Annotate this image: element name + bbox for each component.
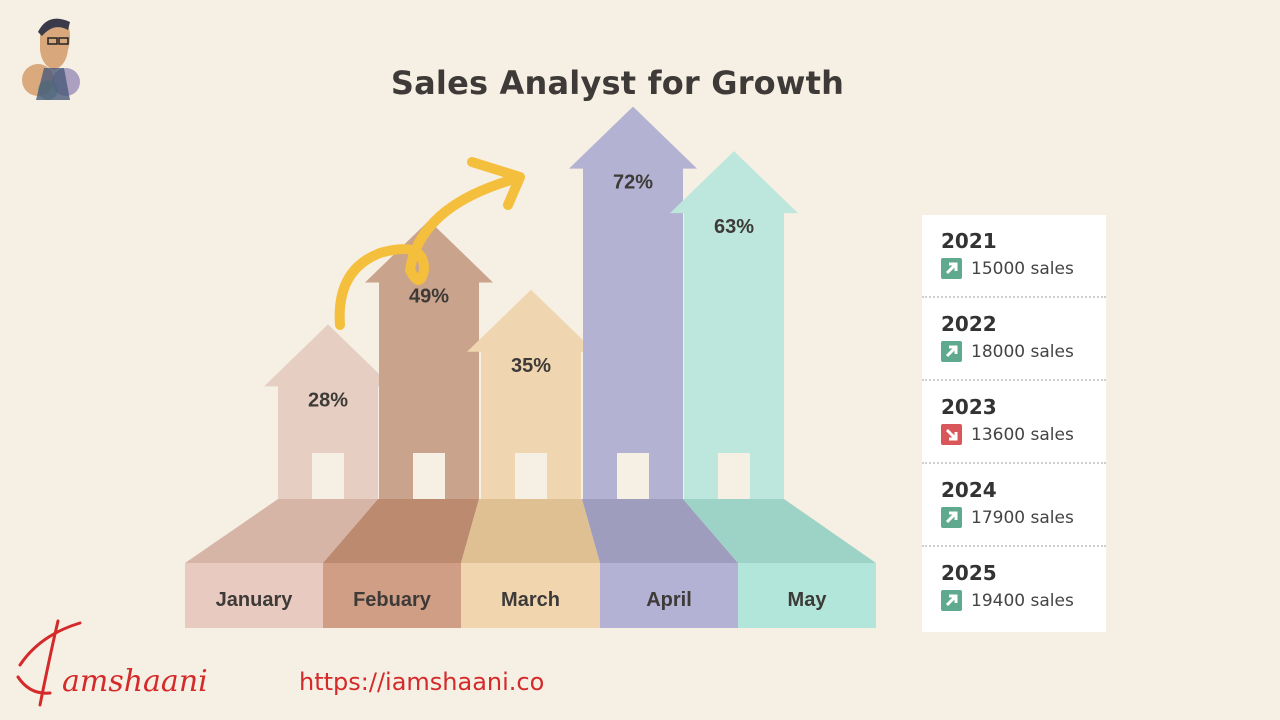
category-label: Febuary <box>353 589 432 611</box>
category-box <box>461 563 600 628</box>
category-box <box>738 563 876 628</box>
growth-arrow-bar <box>264 324 392 499</box>
category-label: April <box>646 589 692 611</box>
door-shape <box>718 453 750 499</box>
growth-arrow-bar <box>365 220 493 499</box>
category-box <box>323 563 461 628</box>
value-label: 49% <box>409 285 449 307</box>
sales-year: 2022 <box>941 312 997 336</box>
sales-value: 17900 sales <box>971 507 1074 528</box>
floor-segment <box>323 499 479 563</box>
sales-row: 2025 19400 sales <box>922 547 1106 630</box>
growth-arrow-bar <box>467 289 595 499</box>
sales-value: 18000 sales <box>971 341 1074 362</box>
arrow-up-right-icon <box>941 341 962 362</box>
avatar-logo <box>22 18 80 100</box>
sales-row: 2023 13600 sales <box>922 381 1106 464</box>
sales-value: 15000 sales <box>971 258 1074 279</box>
arrow-up-right-icon <box>941 258 962 279</box>
growth-chart: 28% January 49% Febuary 35% March 72% April 63% M… <box>185 106 876 628</box>
growth-arrow-bar <box>569 106 697 499</box>
chart-title: Sales Analyst for Growth <box>390 64 845 102</box>
value-label: 28% <box>308 389 348 411</box>
growth-arrow-bar <box>670 151 798 499</box>
door-shape <box>515 453 547 499</box>
category-box <box>185 563 323 628</box>
value-label: 63% <box>714 216 754 238</box>
category-label: May <box>788 589 828 611</box>
arrow-down-right-icon <box>941 424 962 445</box>
sales-value: 19400 sales <box>971 590 1074 611</box>
category-label: March <box>501 589 560 611</box>
sales-row: 2022 18000 sales <box>922 298 1106 381</box>
trend-arrow-icon <box>334 173 523 330</box>
floor-segment <box>461 499 600 563</box>
sales-panel: 2021 15000 sales 2022 18000 sales 2023 1… <box>922 215 1106 632</box>
floor-segment <box>582 499 738 563</box>
svg-text:amshaani: amshaani <box>62 664 208 699</box>
trend-arrow-head-icon <box>467 157 525 210</box>
sales-value: 13600 sales <box>971 424 1074 445</box>
arrow-up-right-icon <box>941 507 962 528</box>
door-shape <box>413 453 445 499</box>
sales-year: 2025 <box>941 561 997 585</box>
category-box <box>600 563 738 628</box>
floor-segment <box>185 499 378 563</box>
sales-year: 2021 <box>941 229 997 253</box>
sales-row: 2024 17900 sales <box>922 464 1106 547</box>
arrow-up-right-icon <box>941 590 962 611</box>
category-label: January <box>216 589 294 611</box>
sales-row: 2021 15000 sales <box>922 215 1106 298</box>
door-shape <box>617 453 649 499</box>
signature-logo: amshaani <box>16 619 208 707</box>
website-link[interactable]: https://iamshaani.co <box>299 668 545 696</box>
sales-year: 2023 <box>941 395 997 419</box>
sales-year: 2024 <box>941 478 997 502</box>
door-shape <box>312 453 344 499</box>
floor-segment <box>683 499 876 563</box>
value-label: 72% <box>613 172 653 194</box>
value-label: 35% <box>511 355 551 377</box>
